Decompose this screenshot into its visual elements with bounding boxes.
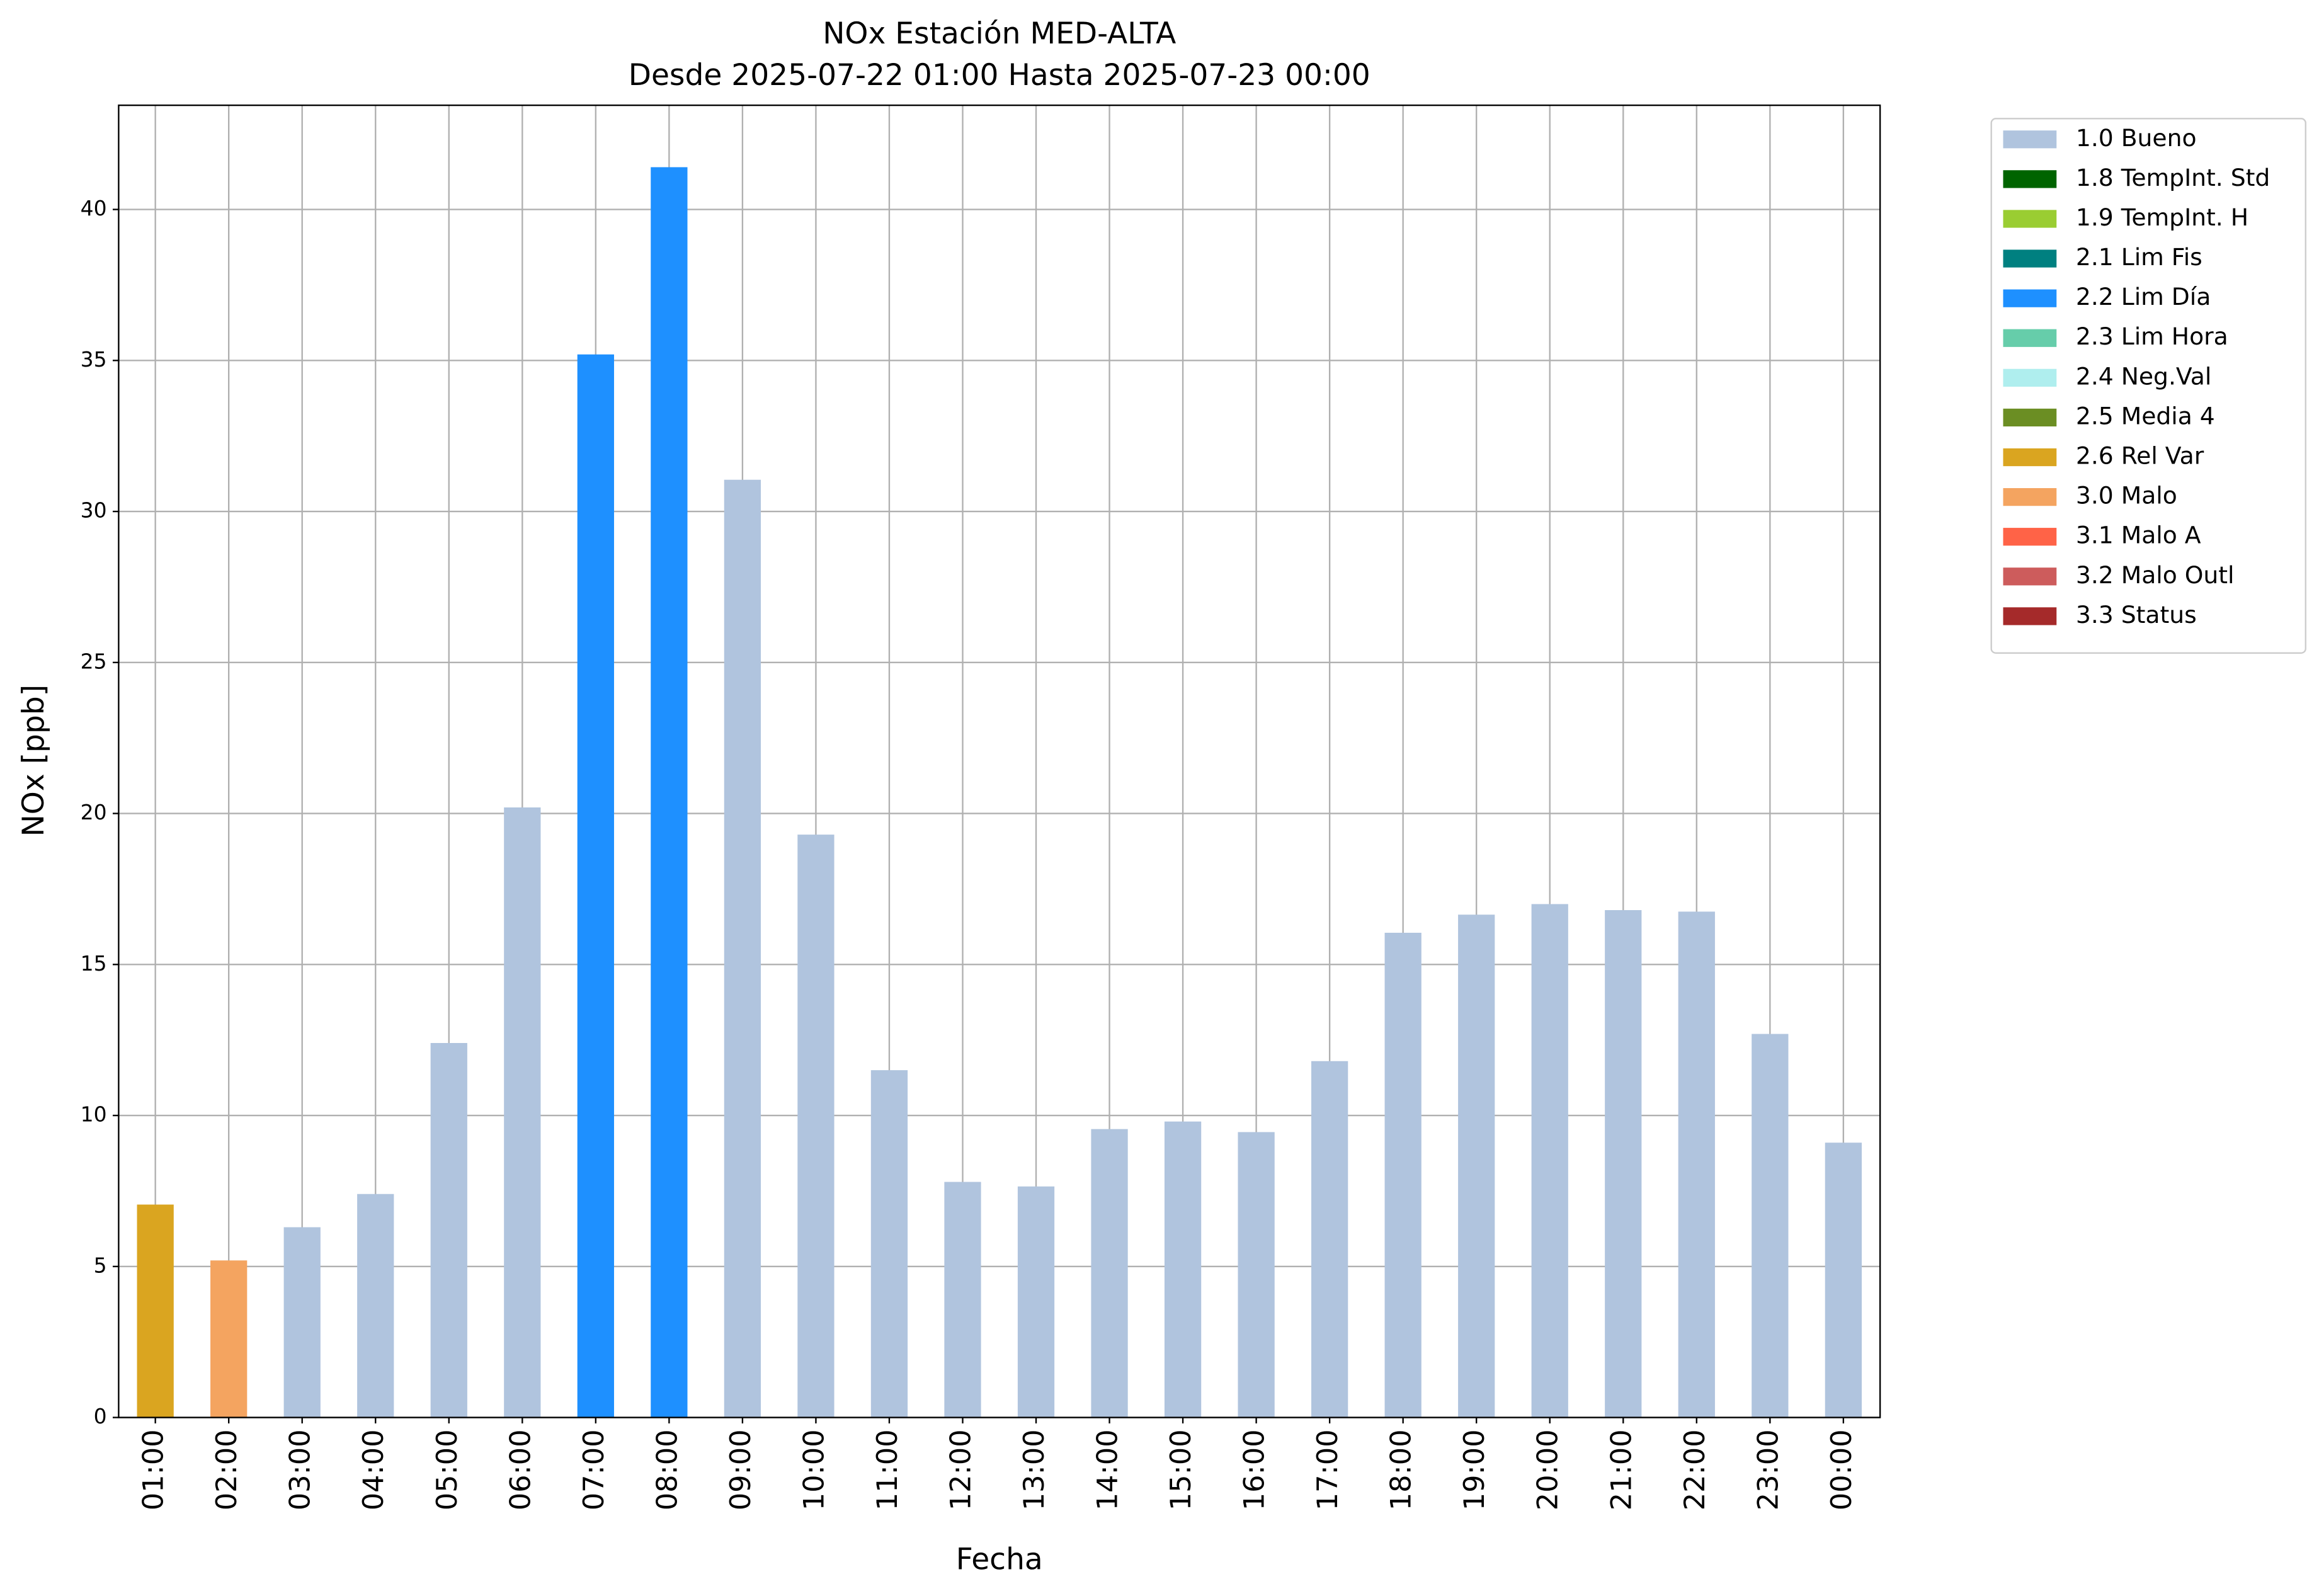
x-tick-label: 09:00 [724,1429,757,1510]
x-tick-label: 07:00 [577,1429,610,1510]
bar [1238,1132,1275,1418]
x-tick-label: 11:00 [870,1429,904,1510]
x-tick-label: 05:00 [430,1429,464,1510]
x-tick-label: 22:00 [1678,1429,1711,1510]
legend-label: 1.8 TempInt. Std [2076,164,2270,191]
x-tick-label: 18:00 [1384,1429,1418,1510]
bar [1531,904,1568,1418]
legend-label: 1.9 TempInt. H [2076,203,2248,231]
x-axis-label: Fecha [956,1542,1043,1576]
y-tick-label: 10 [81,1102,107,1127]
bar [1164,1121,1202,1418]
y-tick-label: 35 [81,347,107,372]
x-tick-label: 13:00 [1017,1429,1051,1510]
y-tick-label: 0 [94,1404,107,1428]
bar [944,1182,981,1418]
legend-swatch [2003,170,2057,188]
legend-label: 1.0 Bueno [2076,124,2197,152]
legend-label: 3.3 Status [2076,601,2197,629]
legend-label: 2.6 Rel Var [2076,442,2204,470]
bar [870,1070,908,1418]
x-tick-label: 03:00 [283,1429,317,1510]
bar [283,1227,321,1418]
chart-subtitle: Desde 2025-07-22 01:00 Hasta 2025-07-23 … [629,58,1370,93]
legend-swatch [2003,368,2057,387]
legend-swatch [2003,329,2057,347]
legend-swatch [2003,210,2057,228]
x-tick-label: 16:00 [1238,1429,1271,1510]
bar [1678,911,1715,1418]
x-tick-label: 15:00 [1164,1429,1197,1510]
legend-label: 3.0 Malo [2076,482,2177,510]
legend-label: 2.2 Lim Día [2076,283,2211,311]
x-tick-label: 00:00 [1825,1429,1858,1510]
x-tick-label: 01:00 [137,1429,170,1510]
bar [1458,915,1495,1418]
y-axis-label: NOx [ppb] [16,685,51,836]
bars [137,167,1862,1418]
y-tick-label: 25 [81,649,107,673]
x-tick-label: 20:00 [1531,1429,1564,1510]
y-tick-label: 30 [81,498,107,523]
bar [1825,1143,1862,1418]
legend-frame [1990,118,2306,654]
x-tick-label: 14:00 [1091,1429,1124,1510]
legend-label: 3.1 Malo A [2076,522,2201,549]
bar [504,807,541,1418]
bar [1752,1034,1789,1418]
legend-swatch [2003,130,2057,149]
bar [137,1204,174,1418]
x-tick-label: 12:00 [943,1429,977,1510]
x-tick-label: 19:00 [1457,1429,1491,1510]
x-tick-label: 23:00 [1751,1429,1784,1510]
y-tick-label: 5 [94,1253,107,1277]
x-tick-label: 10:00 [797,1429,830,1510]
legend-label: 2.1 Lim Fis [2076,243,2202,271]
legend: 1.0 Bueno 1.8 TempInt. Std 1.9 TempInt. H 2… [1990,118,2306,654]
legend-swatch [2003,408,2057,427]
legend-label: 2.5 Media 4 [2076,402,2215,430]
y-tick-label: 15 [81,951,107,976]
x-tick-label: 21:00 [1604,1429,1638,1510]
legend-swatch [2003,528,2057,546]
bar [577,354,614,1418]
bar [357,1194,394,1418]
bar [210,1260,248,1418]
x-tick-label: 17:00 [1311,1429,1344,1510]
x-tick-label: 06:00 [503,1429,537,1510]
legend-swatch [2003,607,2057,625]
legend-swatch [2003,567,2057,586]
y-tick-label: 40 [81,196,107,220]
bar [1605,910,1642,1418]
y-tick-label: 20 [81,800,107,824]
chart-title: NOx Estación MED-ALTA [823,16,1176,51]
bar [1091,1129,1128,1418]
legend-swatch [2003,448,2057,467]
legend-swatch [2003,249,2057,268]
x-tick-label: 08:00 [650,1429,683,1510]
plot-frame [118,104,1881,1418]
bar [430,1042,467,1418]
legend-swatch [2003,289,2057,307]
bar [1384,932,1422,1418]
bar [724,479,761,1418]
bar [1017,1186,1055,1418]
legend-label: 2.3 Lim Hora [2076,322,2228,350]
legend-label: 2.4 Neg.Val [2076,362,2211,390]
legend-label: 3.2 Malo Outl [2076,561,2235,589]
bar [651,167,688,1418]
bar [797,835,835,1418]
x-tick-label: 02:00 [210,1429,243,1510]
x-tick-label: 04:00 [356,1429,390,1510]
legend-swatch [2003,487,2057,506]
bar [1311,1061,1348,1418]
